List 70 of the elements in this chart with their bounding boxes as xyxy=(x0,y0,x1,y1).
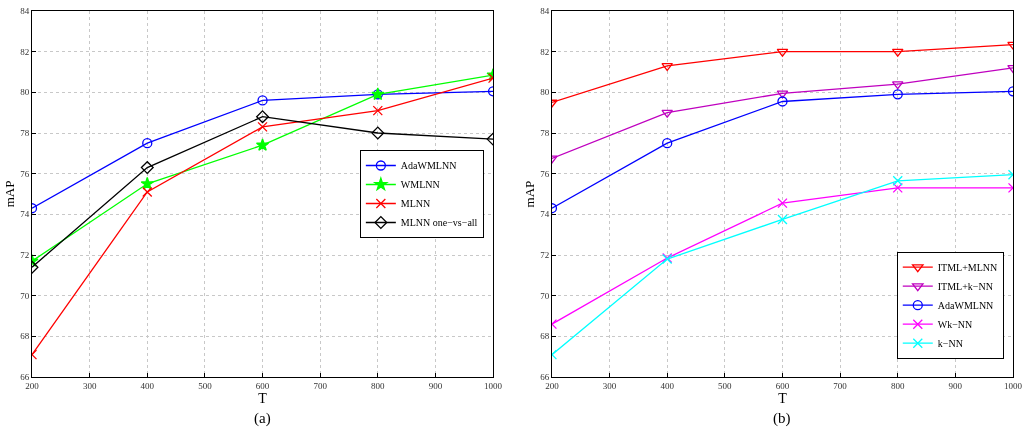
point xyxy=(140,176,154,190)
point xyxy=(777,214,788,225)
x-tick-label: 300 xyxy=(602,380,617,391)
legend-label: MLNN one−vs−all xyxy=(400,217,478,229)
legend-label: WMLNN xyxy=(400,179,440,191)
y-tick-label: 74 xyxy=(20,209,30,220)
point xyxy=(892,89,903,100)
point xyxy=(777,198,788,209)
y-tick-label: 74 xyxy=(540,209,550,220)
y-tick-label: 70 xyxy=(540,290,550,301)
x-tick-label: 200 xyxy=(545,380,560,391)
y-tick-label: 66 xyxy=(20,372,30,383)
x-tick-label: 900 xyxy=(948,380,963,391)
y-tick-label: 72 xyxy=(20,250,30,261)
x-tick-label: 300 xyxy=(82,380,97,391)
x-tick-label: 400 xyxy=(660,380,675,391)
legend-label: MLNN xyxy=(400,198,431,210)
x-tick-label: 800 xyxy=(890,380,905,391)
x-tick-label: 700 xyxy=(833,380,848,391)
point xyxy=(892,175,903,186)
point xyxy=(257,121,268,133)
text: (a) xyxy=(254,410,271,427)
y-tick-label: 82 xyxy=(20,46,30,57)
y-tick-label: 76 xyxy=(20,168,30,179)
y-tick-label: 76 xyxy=(540,168,550,179)
x-tick-label: 500 xyxy=(198,380,213,391)
y-tick-label: 84 xyxy=(20,6,30,17)
y-tick-label: 68 xyxy=(540,331,550,342)
point xyxy=(371,126,385,140)
point xyxy=(255,138,270,151)
point xyxy=(777,96,788,107)
point xyxy=(372,105,383,116)
x-tick-label: 900 xyxy=(428,380,443,391)
y-tick-label: 66 xyxy=(540,372,550,383)
y-tick-label: 68 xyxy=(20,331,30,342)
legend-label: k−NN xyxy=(937,338,963,350)
x-tick-label: 600 xyxy=(255,380,270,391)
y-tick-label: 84 xyxy=(540,6,550,17)
x-tick-label: 400 xyxy=(140,380,155,391)
legend-label: Wk−NN xyxy=(937,319,973,331)
x-tick-label: 1000 xyxy=(1004,380,1023,391)
point xyxy=(142,138,153,149)
x-tick-label: 200 xyxy=(25,380,40,391)
legend-label: AdaWMLNN xyxy=(937,300,994,312)
y-tick-label: 70 xyxy=(20,290,30,301)
y-axis-title: mAP xyxy=(522,180,538,208)
legend-label: ITML+k−NN xyxy=(937,281,993,293)
x-axis-title: T xyxy=(258,390,268,406)
x-tick-label: 1000 xyxy=(484,380,503,391)
point xyxy=(256,110,270,124)
y-axis-title: mAP xyxy=(2,180,18,208)
text: (b) xyxy=(773,410,791,427)
x-tick-label: 500 xyxy=(718,380,733,391)
y-tick-label: 78 xyxy=(20,128,30,139)
point xyxy=(662,138,673,149)
y-tick-label: 82 xyxy=(540,46,550,57)
point xyxy=(257,95,268,106)
x-tick-label: 600 xyxy=(775,380,790,391)
legend-label: AdaWMLNN xyxy=(400,160,457,172)
legend-label: ITML+MLNN xyxy=(937,262,998,274)
y-tick-label: 80 xyxy=(20,87,30,98)
x-tick-label: 700 xyxy=(313,380,328,391)
x-tick-label: 800 xyxy=(371,380,386,391)
y-tick-label: 72 xyxy=(540,250,550,261)
point xyxy=(892,182,903,194)
point xyxy=(140,161,154,175)
y-tick-label: 80 xyxy=(540,87,550,98)
y-tick-label: 78 xyxy=(540,128,550,139)
point xyxy=(142,186,153,198)
x-axis-title: T xyxy=(778,390,788,406)
